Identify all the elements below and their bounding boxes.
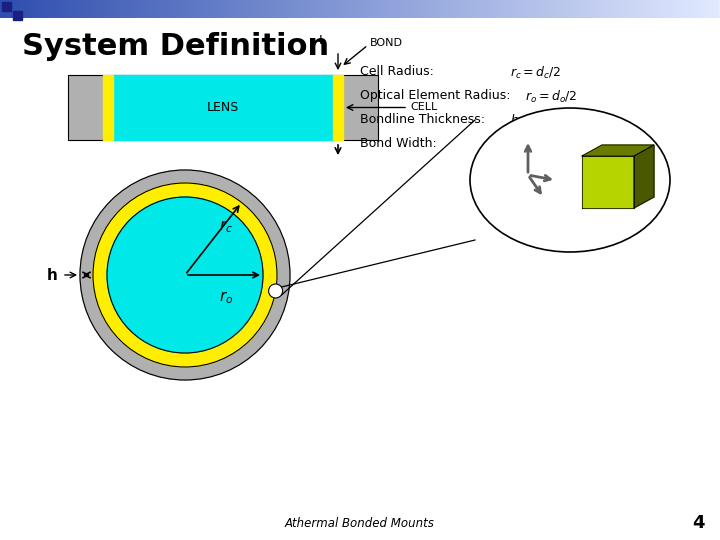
Text: BOND: BOND <box>370 38 403 48</box>
Text: Athermal Bonded Mounts: Athermal Bonded Mounts <box>285 517 435 530</box>
Text: Bond Width:: Bond Width: <box>360 137 437 150</box>
Text: Bondline Thickness:: Bondline Thickness: <box>360 113 485 126</box>
Text: System Definition: System Definition <box>22 32 329 61</box>
Bar <box>103 75 113 140</box>
Text: $r_o$: $r_o$ <box>219 289 233 306</box>
Bar <box>2 2 11 11</box>
Polygon shape <box>582 145 654 156</box>
Circle shape <box>107 197 263 353</box>
Text: $\theta$: $\theta$ <box>546 205 555 219</box>
Text: Optical Element Radius:: Optical Element Radius: <box>360 89 510 102</box>
Circle shape <box>93 183 277 367</box>
Text: LENS: LENS <box>207 101 239 114</box>
Text: $r_o = d_o/2$: $r_o = d_o/2$ <box>525 89 577 105</box>
Text: CELL: CELL <box>410 103 437 112</box>
Bar <box>113 75 333 140</box>
Text: L: L <box>318 34 325 47</box>
Text: Cell Radius:: Cell Radius: <box>360 65 434 78</box>
Text: L: L <box>510 137 517 150</box>
Text: $r_c$: $r_c$ <box>220 218 233 235</box>
Text: 4: 4 <box>693 514 705 532</box>
Text: $h = r_c - r_o$: $h = r_c - r_o$ <box>510 113 571 129</box>
Bar <box>68 75 378 140</box>
Text: r: r <box>562 174 567 187</box>
Polygon shape <box>634 145 654 208</box>
Ellipse shape <box>470 108 670 252</box>
Bar <box>333 75 343 140</box>
Text: z: z <box>518 124 526 137</box>
Polygon shape <box>582 156 634 208</box>
Circle shape <box>80 170 290 380</box>
Bar <box>13 11 22 20</box>
Text: $r_c = d_c/2$: $r_c = d_c/2$ <box>510 65 561 81</box>
Text: h: h <box>47 267 58 282</box>
Circle shape <box>269 284 283 298</box>
